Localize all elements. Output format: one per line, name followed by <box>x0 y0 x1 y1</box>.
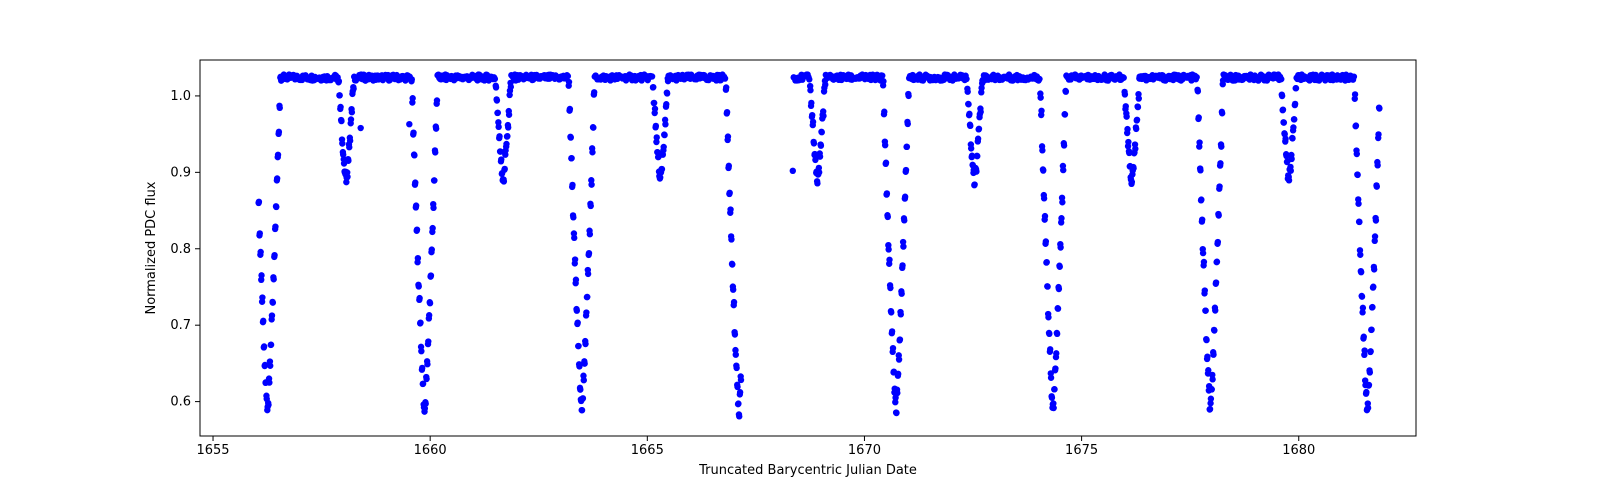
y-tick-label: 0.9 <box>170 165 191 180</box>
y-tick-label: 0.6 <box>170 395 191 410</box>
lightcurve-chart: 1655 1660 1665 1670 1675 1680 Truncated Baryce… <box>0 0 1600 500</box>
y-tick-label: 0.7 <box>170 318 191 333</box>
x-tick-label: 1670 <box>848 443 881 458</box>
x-tick-label: 1675 <box>1065 443 1098 458</box>
y-tick-label: 1.0 <box>170 89 191 104</box>
x-tick-label: 1660 <box>414 443 447 458</box>
chart-svg: 1655 1660 1665 1670 1675 1680 Truncated Baryce… <box>0 0 1600 500</box>
x-tick-label: 1655 <box>196 443 229 458</box>
data-points <box>255 71 1382 419</box>
x-axis-label: Truncated Barycentric Julian Date <box>698 463 917 478</box>
y-tick-label: 0.8 <box>170 242 191 257</box>
x-tick-label: 1665 <box>631 443 664 458</box>
x-tick-label: 1680 <box>1282 443 1315 458</box>
y-axis-label: Normalized PDC flux <box>144 181 159 314</box>
